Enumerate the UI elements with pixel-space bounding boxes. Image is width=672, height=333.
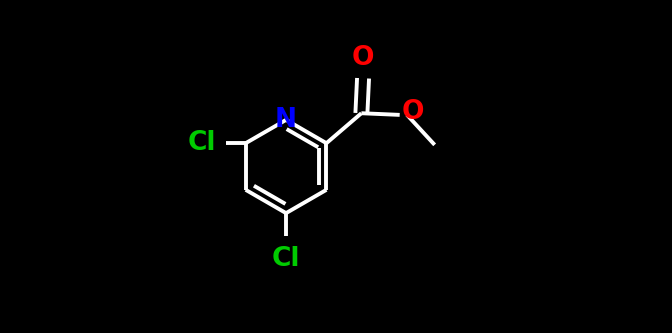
Text: O: O <box>401 99 424 125</box>
Text: Cl: Cl <box>187 130 216 156</box>
Text: O: O <box>352 45 374 71</box>
Text: N: N <box>275 107 297 133</box>
Text: Cl: Cl <box>271 246 300 272</box>
